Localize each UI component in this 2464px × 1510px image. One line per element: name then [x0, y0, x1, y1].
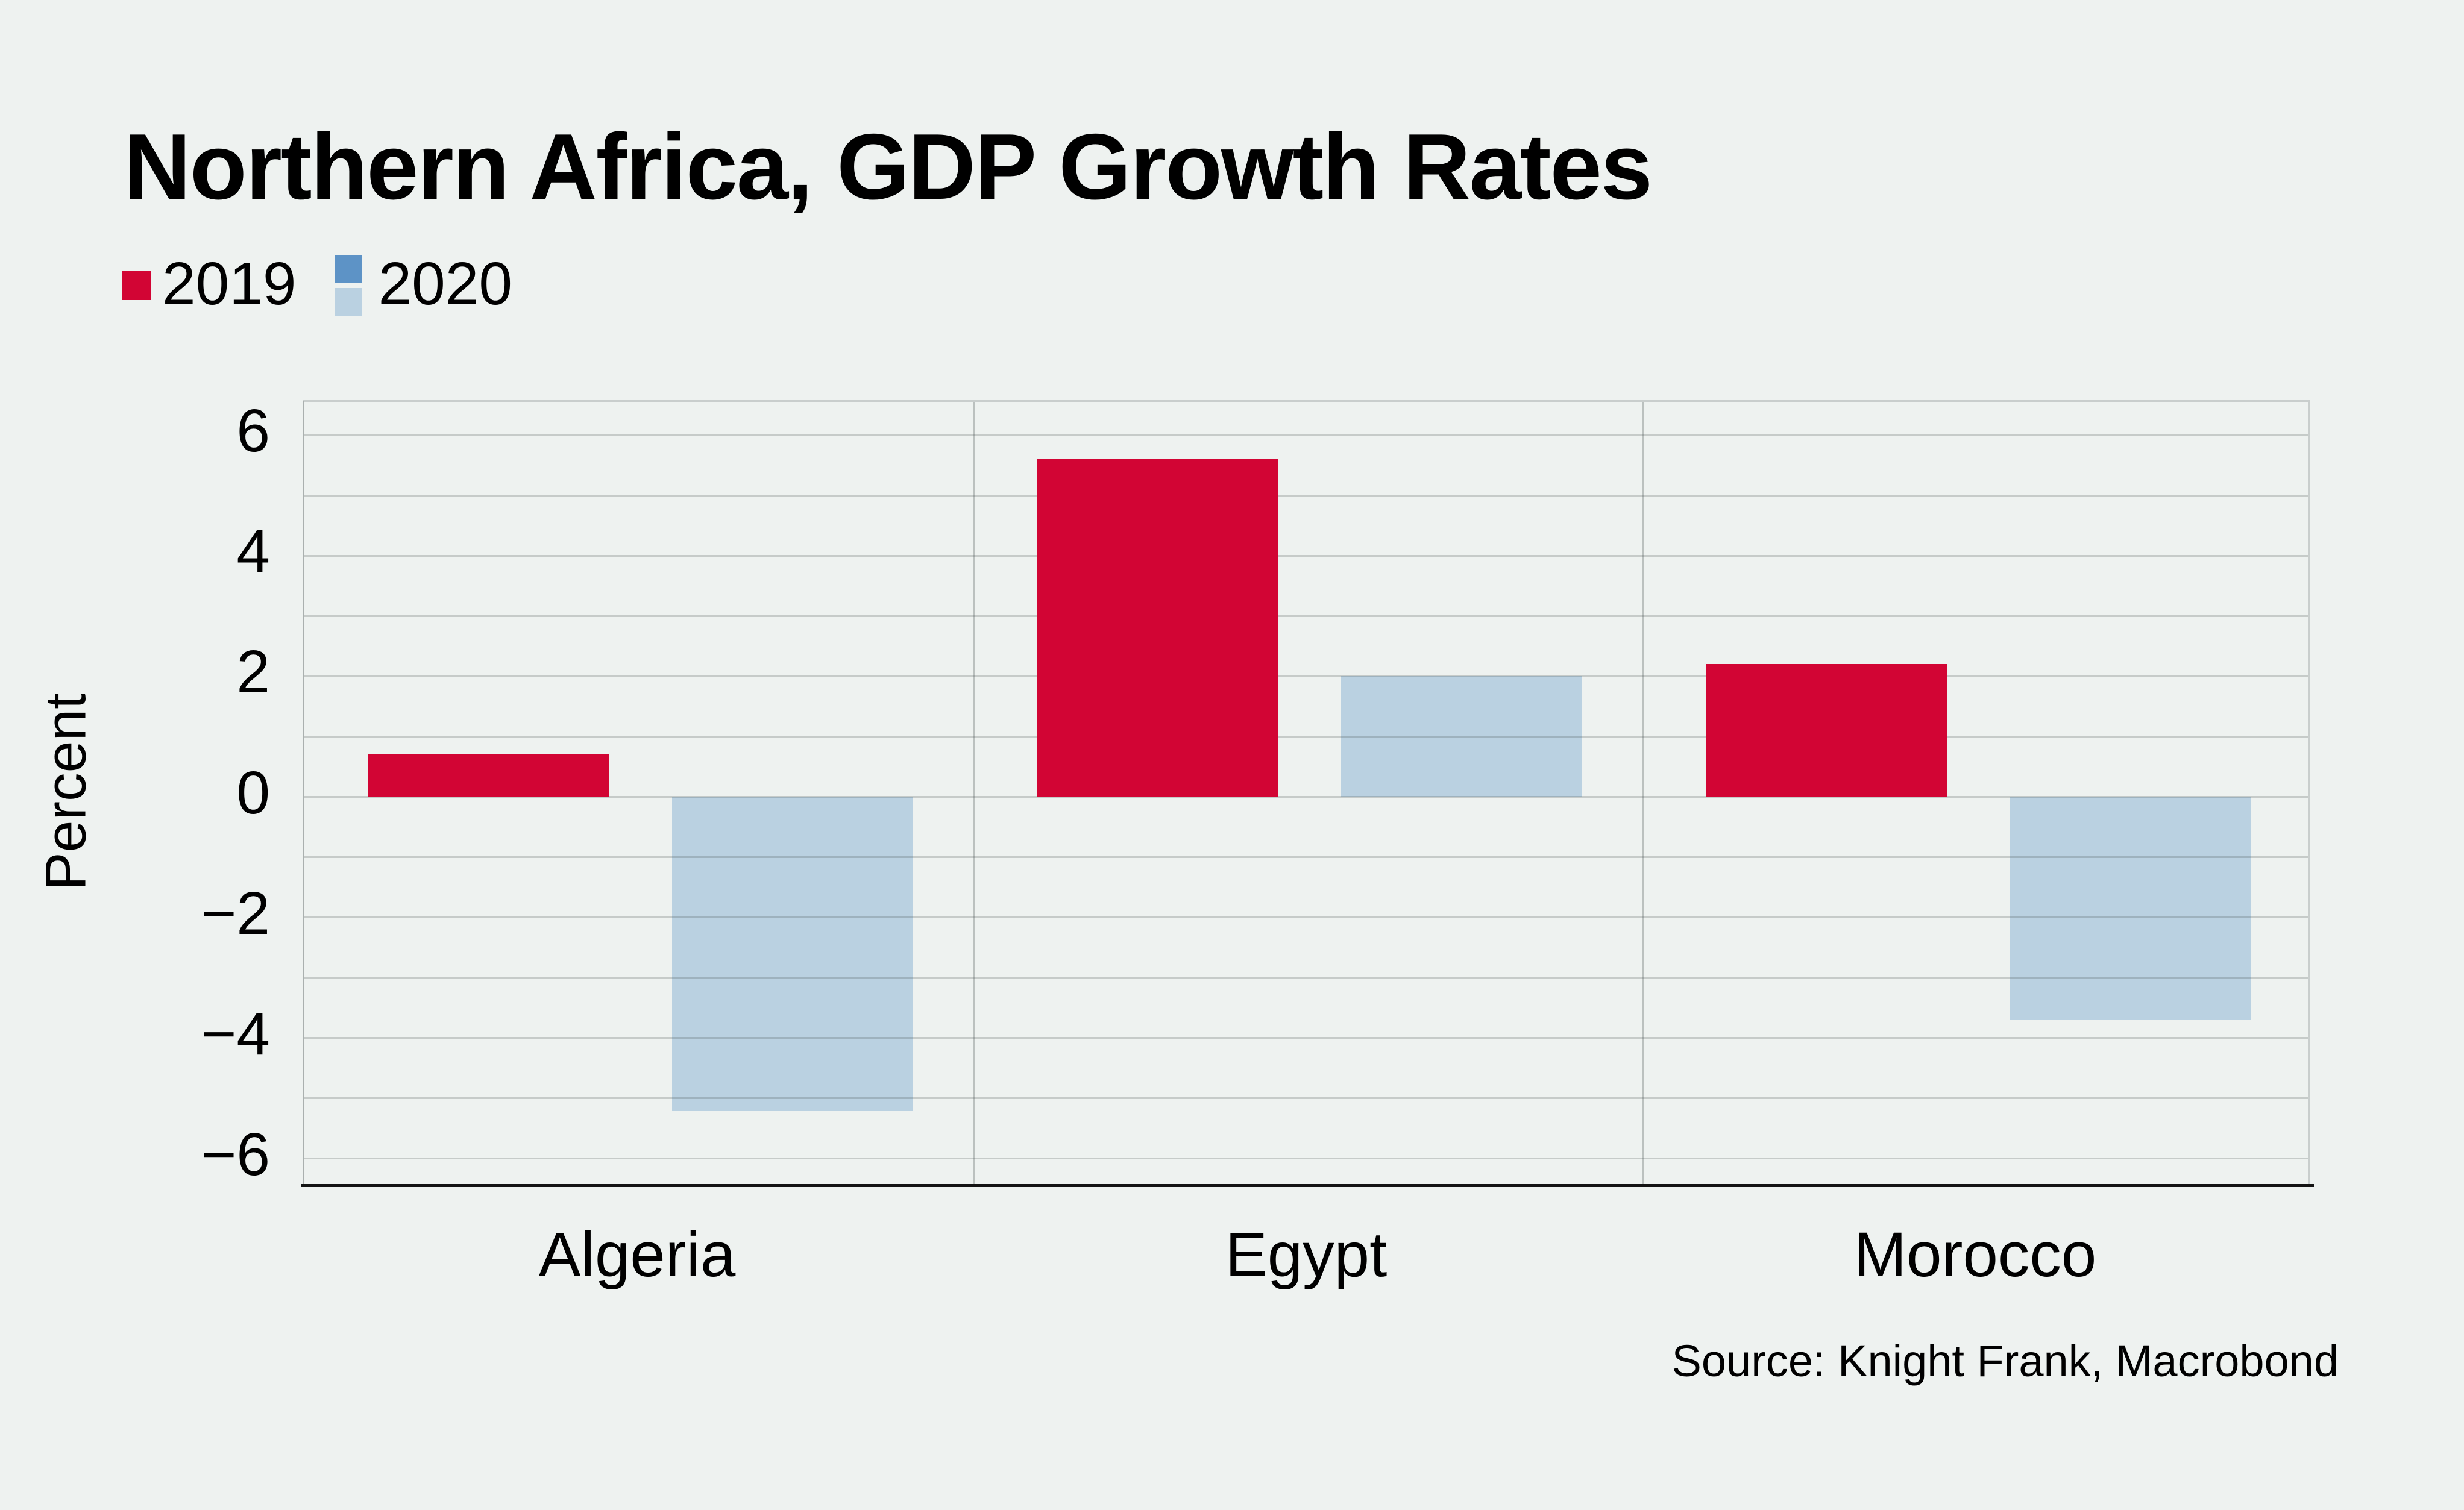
y-tick-label--4: −4: [201, 1000, 270, 1068]
y-tick-label-0: 0: [236, 759, 270, 827]
y-axis-title: Percent: [34, 693, 98, 891]
gridline-y--4: [304, 1037, 2308, 1039]
gridline-y--3: [304, 977, 2308, 979]
bar-morocco-2019: [1706, 664, 1947, 797]
legend-swatch-part: [335, 288, 363, 316]
y-tick-label-4: 4: [236, 518, 270, 586]
bar-morocco-2020: [2010, 797, 2251, 1020]
gridline-y-2: [304, 675, 2308, 677]
legend: 2019 2020: [122, 252, 551, 319]
legend-label-2019: 2019: [162, 250, 297, 318]
y-tick-label-6: 6: [236, 397, 270, 465]
legend-swatch-part: [335, 255, 363, 283]
plot-area: [303, 400, 2310, 1184]
x-category-label-algeria: Algeria: [538, 1220, 736, 1290]
legend-item-2020: 2020: [335, 254, 512, 318]
source-note: Source: Knight Frank, Macrobond: [1671, 1336, 2339, 1386]
gridline-y--5: [304, 1097, 2308, 1100]
legend-swatch-icon-2020: [335, 255, 363, 316]
gridline-y-3: [304, 615, 2308, 617]
bar-egypt-2020: [1341, 676, 1582, 797]
y-tick-label--2: −2: [201, 879, 270, 947]
chart-title: Northern Africa, GDP Growth Rates: [124, 114, 1653, 219]
gridline-y--1: [304, 856, 2308, 859]
bar-algeria-2020: [672, 797, 913, 1111]
x-category-label-egypt: Egypt: [1225, 1220, 1388, 1290]
y-tick-label--6: −6: [201, 1120, 270, 1188]
bar-algeria-2019: [368, 754, 609, 797]
panel-separator: [1641, 402, 1644, 1184]
x-axis-line: [301, 1184, 2314, 1187]
y-tick-label-2: 2: [236, 638, 270, 706]
bar-egypt-2019: [1037, 459, 1278, 797]
gridline-y-0: [304, 796, 2308, 798]
legend-label-2020: 2020: [378, 250, 512, 318]
x-category-label-morocco: Morocco: [1853, 1220, 2097, 1290]
panel-separator: [972, 402, 975, 1184]
gridline-y--6: [304, 1158, 2308, 1160]
legend-item-2019: 2019: [122, 254, 296, 318]
gridline-y-6: [304, 434, 2308, 436]
gridline-y-4: [304, 554, 2308, 557]
gridline-y-1: [304, 735, 2308, 738]
gridline-y--2: [304, 916, 2308, 919]
legend-swatch-icon-2019: [122, 271, 151, 300]
gridline-y-5: [304, 494, 2308, 497]
